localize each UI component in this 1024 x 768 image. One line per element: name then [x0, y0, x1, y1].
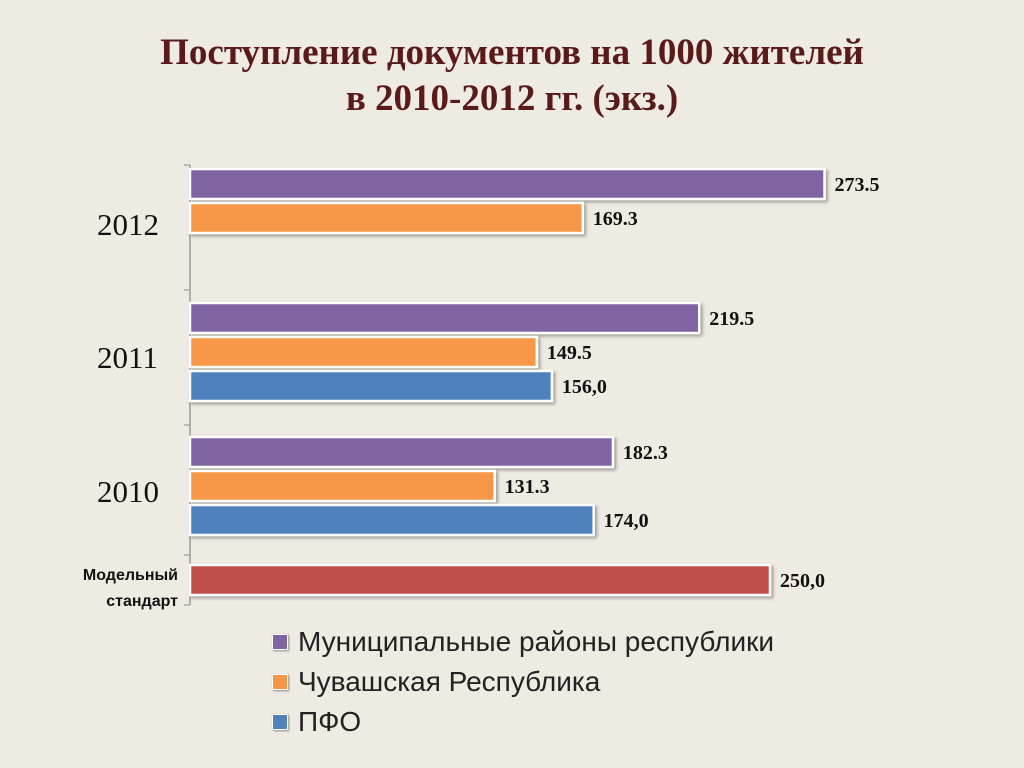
bar-pfo-2010	[188, 503, 595, 537]
data-label-chuvash-2011: 149.5	[547, 342, 592, 364]
category-label-2012: 2012	[97, 207, 159, 242]
data-label-standard-standard: 250,0	[780, 570, 825, 592]
data-label-chuvash-2010: 131.3	[505, 476, 550, 498]
legend: Муниципальные районы республики Чувашска…	[272, 622, 774, 742]
legend-item-municipal: Муниципальные районы республики	[272, 622, 774, 662]
bar-municipal-2011	[188, 301, 701, 335]
legend-swatch-pfo	[272, 714, 288, 730]
chart-title: Поступление документов на 1000 жителей в…	[0, 30, 1024, 122]
bar-chuvash-2011	[188, 335, 539, 369]
category-label-standard-line2: стандарт	[106, 593, 178, 610]
category-label-standard-line1: Модельный	[83, 567, 178, 584]
legend-swatch-chuvash	[272, 674, 288, 690]
bar-chuvash-2010	[188, 469, 496, 503]
bar-standard-standard	[188, 563, 772, 597]
data-label-pfo-2011: 156,0	[562, 376, 607, 398]
legend-label-pfo: ПФО	[298, 706, 362, 737]
bar-municipal-2010	[188, 435, 615, 469]
chart-title-line2: в 2010-2012 гг. (экз.)	[345, 78, 679, 119]
data-label-municipal-2010: 182.3	[623, 442, 668, 464]
legend-item-chuvash: Чувашская Республика	[272, 662, 774, 702]
category-label-2011: 2011	[97, 340, 158, 375]
legend-item-pfo: ПФО	[272, 702, 774, 742]
data-label-chuvash-2012: 169.3	[593, 208, 638, 230]
data-label-municipal-2011: 219.5	[709, 308, 754, 330]
category-label-2010: 2010	[97, 474, 159, 509]
legend-swatch-municipal	[272, 634, 288, 650]
bar-chart: 2012 2011 2010 Модельный стандарт 273.5 219.5 1…	[83, 164, 880, 610]
bar-chuvash-2012	[188, 201, 585, 235]
legend-label-chuvash: Чувашская Республика	[298, 666, 601, 697]
chart-title-line1: Поступление документов на 1000 жителей	[160, 32, 864, 73]
bar-pfo-2011	[188, 369, 554, 403]
bar-municipal-2012	[188, 167, 826, 201]
legend-label-municipal: Муниципальные районы республики	[298, 626, 775, 657]
data-label-pfo-2010: 174,0	[604, 510, 649, 532]
data-label-municipal-2012: 273.5	[835, 174, 880, 196]
